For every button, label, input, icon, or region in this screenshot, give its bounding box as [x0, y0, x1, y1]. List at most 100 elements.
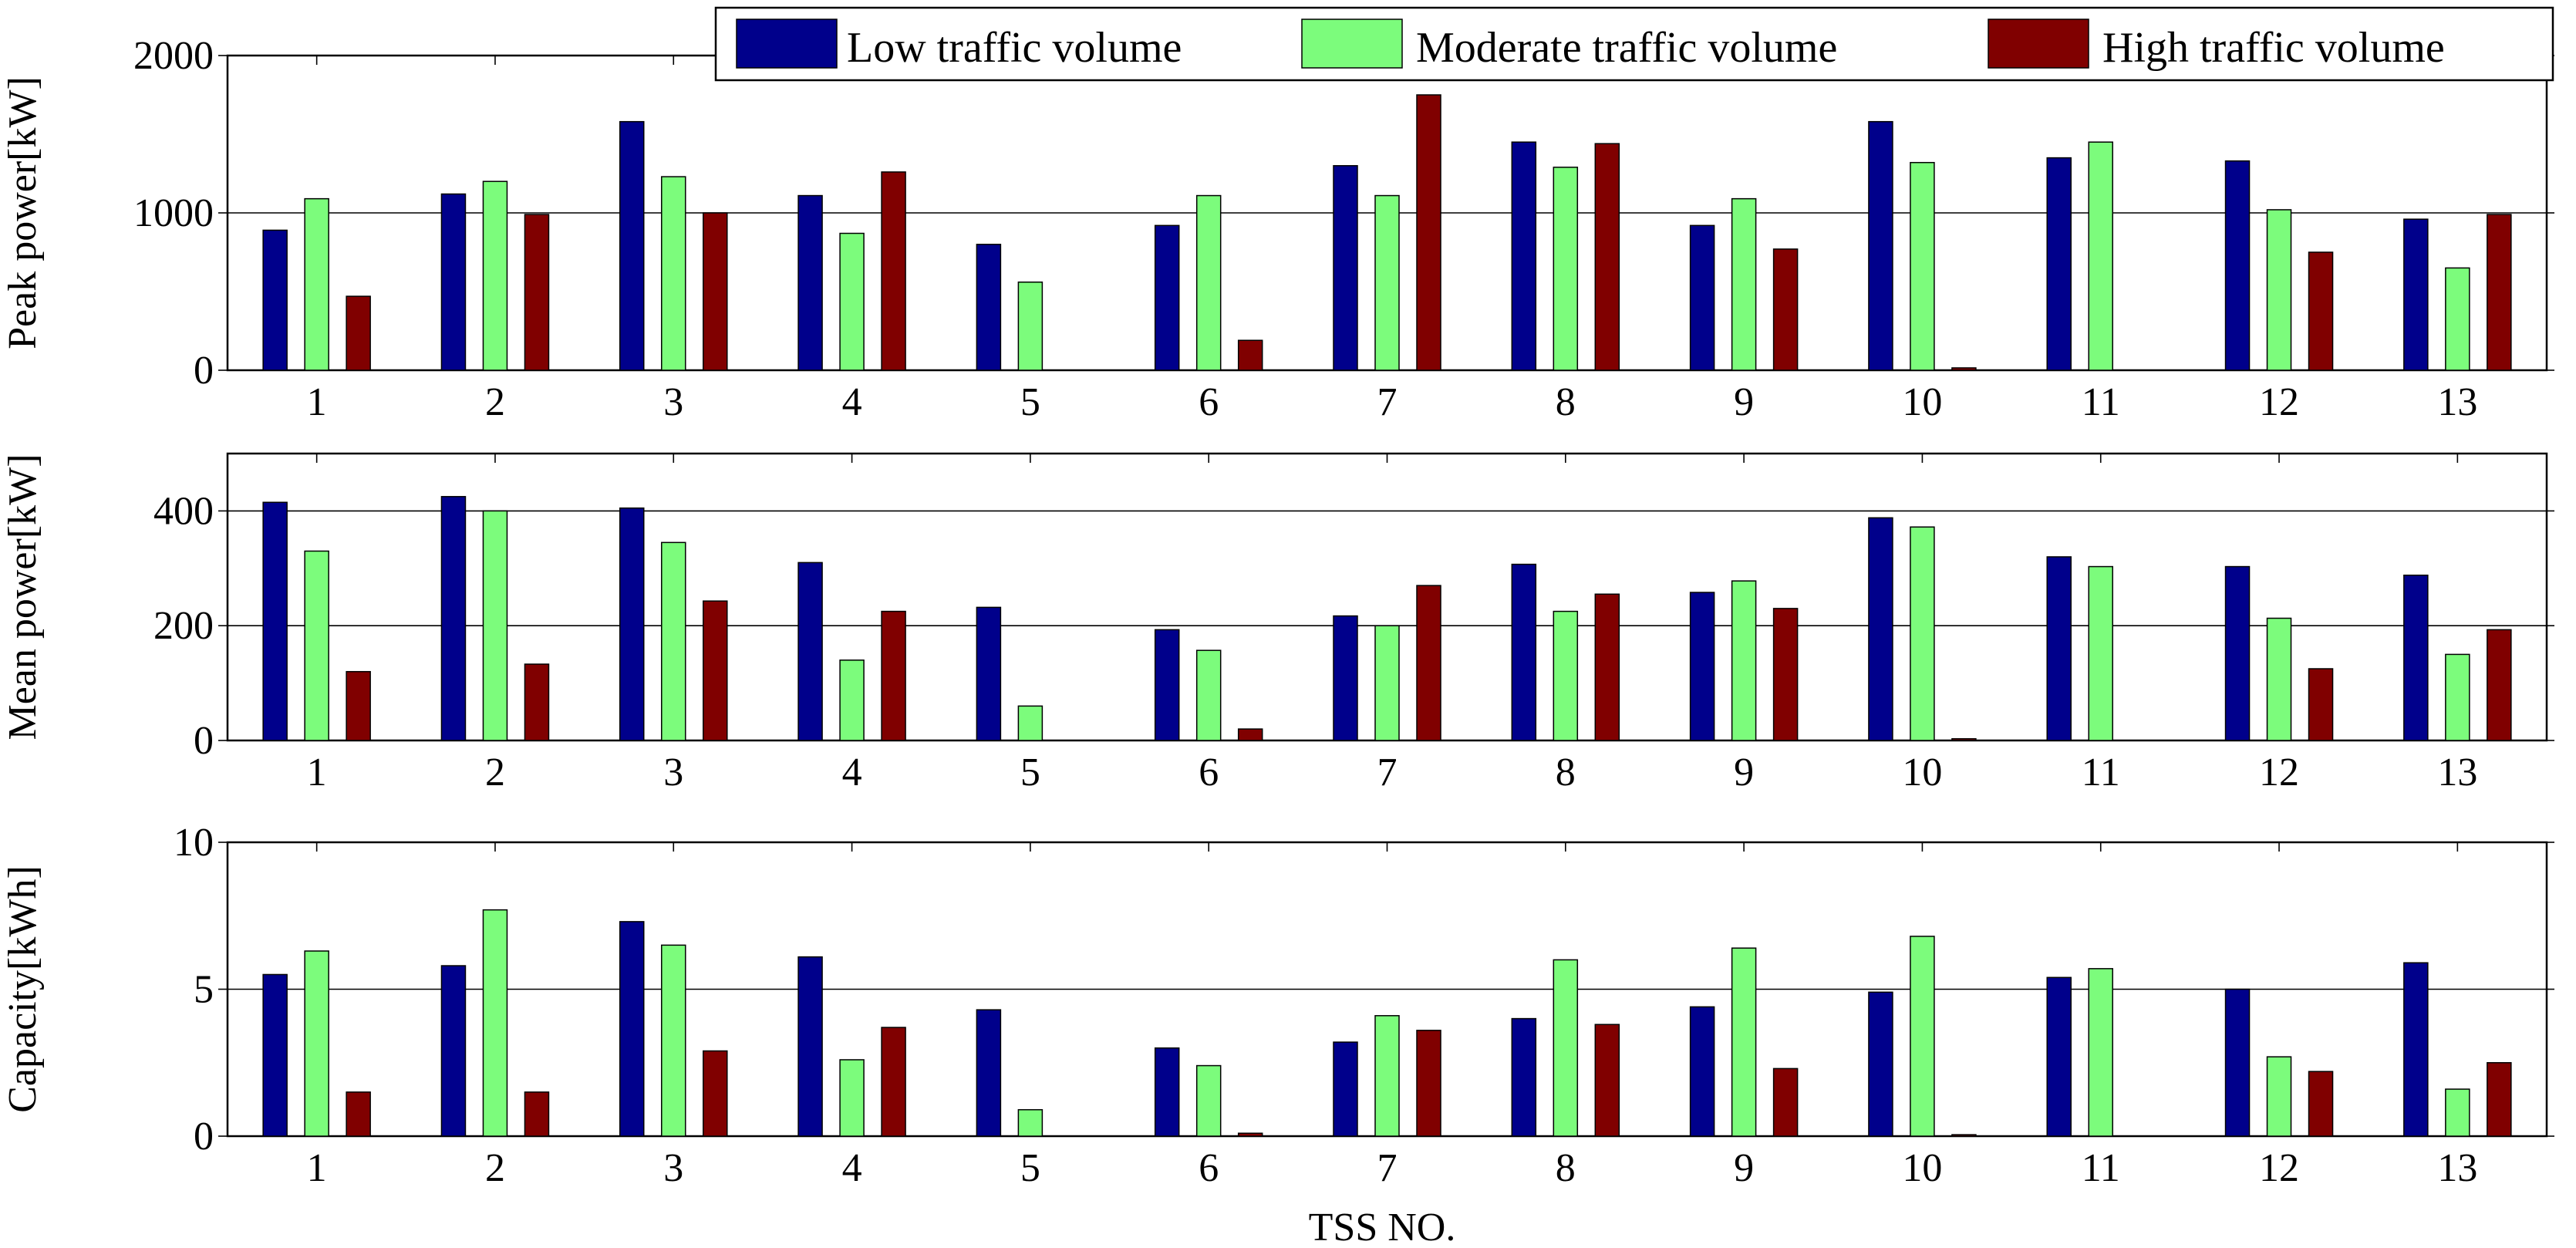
- bar-peak-moderate-13: [2445, 267, 2470, 371]
- bar-peak-high-3: [703, 212, 728, 371]
- x-tick-label: 5: [1020, 1146, 1040, 1190]
- bar-peak-moderate-9: [1731, 197, 1757, 371]
- x-tick-label: 6: [1199, 380, 1219, 424]
- y-tick-label: 1000: [133, 191, 214, 235]
- bar-capacity-moderate-3: [661, 944, 686, 1137]
- bar-capacity-moderate-5: [1017, 1108, 1044, 1137]
- bar-capacity-low-8: [1511, 1017, 1537, 1137]
- bar-peak-moderate-4: [839, 232, 865, 371]
- bar-mean-low-9: [1689, 592, 1715, 741]
- bar-capacity-moderate-10: [1910, 936, 1935, 1137]
- bar-mean-moderate-9: [1731, 580, 1757, 741]
- legend-box: [714, 6, 2554, 82]
- bar-capacity-high-7: [1416, 1030, 1441, 1137]
- bar-mean-low-6: [1154, 629, 1180, 741]
- bar-peak-moderate-2: [482, 180, 508, 371]
- x-tick-label: 12: [2259, 750, 2299, 794]
- bar-capacity-low-13: [2403, 962, 2429, 1137]
- bar-capacity-low-4: [797, 956, 823, 1137]
- bar-peak-low-2: [440, 193, 467, 371]
- bar-mean-high-3: [703, 600, 728, 741]
- bar-peak-low-5: [976, 244, 1002, 371]
- bar-peak-high-7: [1416, 94, 1441, 371]
- x-tick-label: 6: [1199, 1146, 1219, 1190]
- legend-label-high: High traffic volume: [2102, 24, 2445, 72]
- bar-capacity-high-1: [346, 1091, 371, 1137]
- bar-capacity-low-9: [1689, 1006, 1715, 1137]
- x-tick-label: 13: [2437, 380, 2477, 424]
- bar-peak-high-2: [524, 214, 550, 371]
- bar-capacity-moderate-13: [2445, 1088, 2470, 1137]
- bar-capacity-high-10: [1951, 1134, 1977, 1137]
- bar-mean-moderate-13: [2445, 653, 2470, 741]
- bar-capacity-high-12: [2308, 1071, 2334, 1137]
- bar-mean-moderate-10: [1910, 526, 1935, 741]
- y-tick-label: 0: [194, 349, 214, 393]
- bar-capacity-moderate-11: [2088, 968, 2113, 1137]
- bar-peak-low-11: [2046, 157, 2072, 371]
- bar-peak-low-8: [1511, 141, 1537, 371]
- bar-peak-moderate-1: [304, 197, 329, 371]
- x-tick-label: 10: [1902, 1146, 1942, 1190]
- x-tick-label: 12: [2259, 1146, 2299, 1190]
- bar-mean-moderate-3: [661, 541, 686, 741]
- x-tick-label: 5: [1020, 750, 1040, 794]
- x-tick-label: 3: [663, 1146, 683, 1190]
- bar-peak-low-3: [619, 120, 645, 371]
- bar-mean-high-2: [524, 663, 550, 741]
- bar-peak-high-1: [346, 295, 371, 371]
- bar-mean-high-13: [2487, 629, 2512, 741]
- bar-mean-low-12: [2224, 565, 2251, 741]
- x-tick-label: 11: [2082, 380, 2120, 424]
- bar-mean-high-7: [1416, 585, 1441, 741]
- x-tick-label: 4: [842, 1146, 862, 1190]
- bar-peak-low-12: [2224, 160, 2251, 371]
- bar-capacity-high-3: [703, 1050, 728, 1137]
- x-tick-label: 3: [663, 380, 683, 424]
- bar-mean-high-6: [1237, 728, 1263, 741]
- bar-capacity-low-12: [2224, 988, 2251, 1137]
- x-tick-label: 11: [2082, 750, 2120, 794]
- x-tick-label: 2: [485, 750, 505, 794]
- bar-capacity-high-13: [2487, 1062, 2512, 1137]
- bar-peak-high-6: [1237, 339, 1263, 371]
- bar-capacity-low-11: [2046, 976, 2072, 1137]
- bar-mean-moderate-7: [1374, 625, 1400, 741]
- bar-peak-moderate-6: [1195, 194, 1222, 371]
- bar-capacity-low-3: [619, 921, 645, 1137]
- bar-peak-low-4: [797, 194, 823, 371]
- x-tick-label: 9: [1734, 750, 1754, 794]
- bar-peak-moderate-7: [1374, 194, 1400, 371]
- x-tick-label: 10: [1902, 380, 1942, 424]
- bar-mean-high-8: [1594, 593, 1620, 741]
- x-tick-label: 2: [485, 1146, 505, 1190]
- legend-swatch-high: [1988, 19, 2089, 69]
- x-tick-label: 3: [663, 750, 683, 794]
- bar-mean-low-8: [1511, 563, 1537, 741]
- bar-peak-low-9: [1689, 224, 1715, 371]
- bar-peak-high-4: [881, 171, 906, 371]
- bar-mean-low-10: [1868, 517, 1893, 741]
- bar-mean-moderate-1: [304, 550, 329, 741]
- y-tick-label: 0: [194, 719, 214, 763]
- x-tick-label: 13: [2437, 750, 2477, 794]
- y-tick-label: 400: [153, 489, 214, 533]
- legend-swatch-moderate: [1301, 19, 1403, 69]
- x-tick-label: 11: [2082, 1146, 2120, 1190]
- bar-capacity-low-2: [440, 965, 467, 1137]
- x-tick-label: 7: [1377, 380, 1398, 424]
- bar-capacity-moderate-9: [1731, 947, 1757, 1137]
- bar-peak-high-10: [1951, 367, 1977, 371]
- bar-capacity-high-4: [881, 1027, 906, 1137]
- bar-capacity-low-10: [1868, 991, 1893, 1137]
- bar-capacity-moderate-8: [1553, 959, 1579, 1137]
- legend-label-low: Low traffic volume: [847, 24, 1182, 72]
- bar-mean-high-1: [346, 670, 371, 741]
- y-tick-label: 200: [153, 604, 214, 648]
- bar-peak-high-9: [1772, 248, 1799, 371]
- x-tick-label: 4: [842, 750, 862, 794]
- bar-capacity-moderate-6: [1195, 1064, 1222, 1137]
- bar-mean-moderate-5: [1017, 705, 1044, 741]
